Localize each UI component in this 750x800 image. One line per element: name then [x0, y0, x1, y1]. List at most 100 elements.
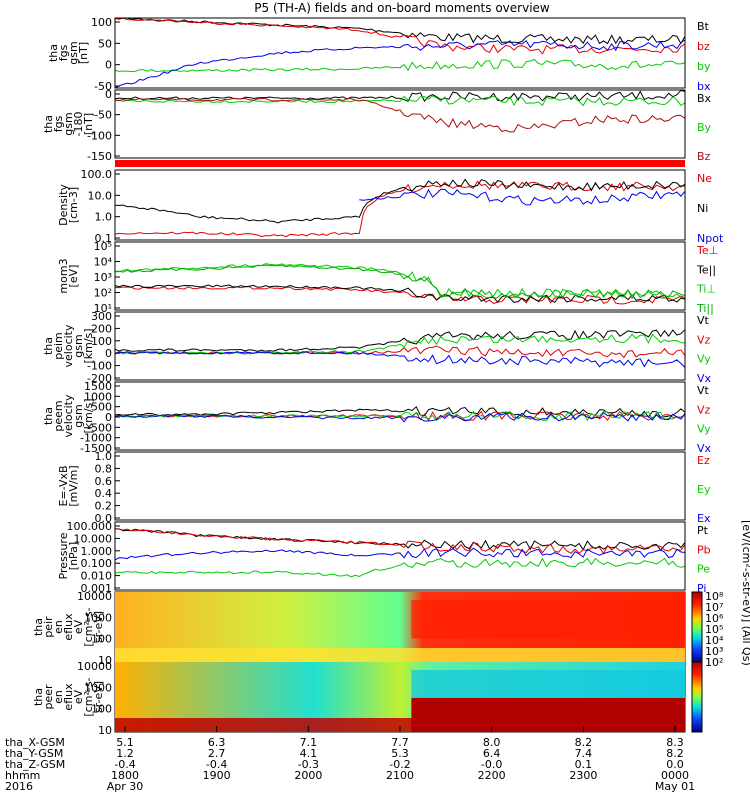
- ephem-value: 8.0: [483, 736, 501, 749]
- series-line-Pi: [114, 547, 686, 561]
- panel-frame: [114, 241, 686, 311]
- series-line-Pb: [114, 528, 686, 555]
- ephem-value: 5.3: [391, 747, 409, 760]
- series-line-Vx: [114, 412, 686, 423]
- y-axis-label: peer: [42, 684, 55, 710]
- y-axis-label: -180: [72, 112, 85, 137]
- y-tick-label: 10⁴: [94, 256, 113, 269]
- ephem-row-label: tha_Y-GSM: [5, 747, 63, 760]
- y-tick-label: 1000: [84, 611, 112, 624]
- series-line-Bx: [114, 89, 686, 102]
- y-axis-label: [mV/m]: [67, 465, 80, 506]
- y-tick-label: 10000: [77, 660, 112, 673]
- y-tick-label: 10³: [94, 271, 112, 284]
- legend-Ey: Ey: [697, 483, 711, 496]
- legend-Vx: Vx: [697, 372, 712, 385]
- colorbar-tick-label: 10⁴: [705, 634, 724, 647]
- legend-bx: bx: [697, 80, 711, 93]
- y-tick-label: -1500: [80, 442, 112, 455]
- series-line-bx: [114, 39, 686, 89]
- ephem-value: 0.1: [575, 758, 593, 771]
- panel-frame: [114, 89, 686, 159]
- spectrogram-stack: [115, 592, 685, 732]
- y-axis-label: gsm: [67, 41, 80, 64]
- y-tick-label: -100: [87, 360, 112, 373]
- y-axis-label: eV: [72, 689, 85, 704]
- y-axis-label: [nT]: [82, 113, 95, 135]
- series-line-Te||: [114, 284, 686, 304]
- y-axis-label: mom3: [57, 258, 70, 293]
- ephem-value: 7.7: [391, 736, 409, 749]
- legend-Ex: Ex: [697, 512, 711, 525]
- legend-Ne: Ne: [697, 172, 712, 185]
- y-axis-label: en: [52, 690, 65, 704]
- y-axis-label: [nPa]: [67, 542, 80, 570]
- panel-frame: [114, 311, 686, 381]
- y-tick-label: 0.1: [95, 232, 113, 245]
- y-axis-label: tha: [47, 44, 60, 62]
- series-line-Vt: [114, 329, 686, 352]
- legend-bz: bz: [697, 40, 710, 53]
- y-tick-label: 0.8: [95, 462, 113, 475]
- y-axis-label: Pressure: [57, 532, 70, 579]
- colorbar-tick-label: 10⁸: [705, 590, 724, 603]
- y-tick-label: 100: [91, 16, 112, 29]
- y-tick-label: 1500: [84, 380, 112, 393]
- colorbar-tick-label: 10²: [705, 656, 723, 669]
- y-axis-label: eflux: [62, 683, 75, 711]
- panel-frame: [114, 169, 686, 241]
- ephem-row-label: tha_Z-GSM: [5, 758, 65, 771]
- y-tick-label: 0.010: [81, 570, 113, 583]
- y-tick-label: -50: [94, 109, 112, 122]
- colorbar-tick-label: 10³: [705, 645, 723, 658]
- spectrogram-band-hot: [411, 698, 685, 732]
- legend-Vx: Vx: [697, 442, 712, 455]
- y-tick-label: 10: [98, 724, 112, 737]
- y-axis-label: gsm: [72, 334, 85, 357]
- y-tick-label: 10: [98, 654, 112, 667]
- figure-title: P5 (TH-A) fields and on-board moments ov…: [254, 1, 550, 15]
- y-axis-label: tha: [42, 407, 55, 425]
- legend-By: By: [697, 121, 712, 134]
- y-tick-label: 1000: [84, 390, 112, 403]
- y-tick-label: -1000: [80, 432, 112, 445]
- y-tick-label: -100: [87, 129, 112, 142]
- ephem-value: -0.2: [389, 758, 410, 771]
- y-tick-label: 1.0: [95, 450, 113, 463]
- y-tick-label: 0.2: [95, 500, 113, 513]
- y-axis-label: peim: [52, 332, 65, 360]
- y-tick-label: 10.0: [88, 189, 113, 202]
- ephem-value: 0000: [661, 769, 689, 782]
- panel-frame: [114, 521, 686, 591]
- flag-band: [115, 160, 685, 167]
- legend-Pe: Pe: [697, 563, 710, 576]
- series-line-By: [114, 95, 686, 107]
- y-tick-label: 0: [105, 88, 112, 101]
- ephem-value: 7.1: [300, 736, 318, 749]
- series-line-bz: [114, 17, 686, 55]
- panel-density: 100.0 10.0 1.0 0.1 Density[cm-3]: [57, 168, 686, 245]
- y-tick-label: -150: [87, 150, 112, 163]
- ephem-value: May 01: [655, 780, 695, 793]
- colorbar-ion: [691, 591, 703, 663]
- ephem-value: -0.4: [114, 758, 135, 771]
- series-line-Ti||: [114, 264, 686, 300]
- legend-stack: BtbzbybxBxByBzNeNiNpotTe⊥Te||Ti⊥Ti||VtVz…: [696, 20, 724, 595]
- y-tick-label: -50: [94, 80, 112, 93]
- legend-Te⊥: Te⊥: [696, 244, 718, 257]
- y-tick-label: 100: [91, 703, 112, 716]
- legend-Bx: Bx: [697, 92, 712, 105]
- y-axis-label: eflux: [62, 613, 75, 641]
- legend-Ti⊥: Ti⊥: [696, 283, 716, 296]
- y-tick-label: 200: [91, 322, 112, 335]
- ephem-value: 2100: [386, 769, 414, 782]
- ephem-value: 1800: [111, 769, 139, 782]
- legend-Vy: Vy: [697, 353, 711, 366]
